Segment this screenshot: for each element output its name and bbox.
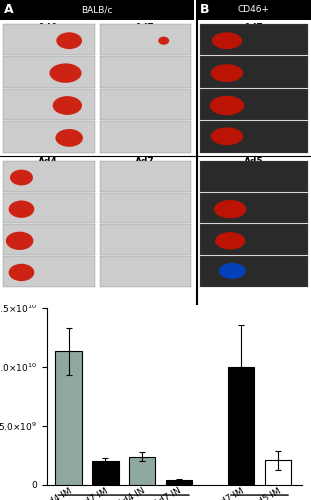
- Ellipse shape: [53, 96, 82, 115]
- Bar: [100, 56, 191, 88]
- Bar: [100, 192, 191, 224]
- Bar: [100, 121, 191, 152]
- Ellipse shape: [6, 232, 33, 250]
- Bar: [197, 0, 311, 20]
- Ellipse shape: [211, 128, 243, 145]
- Bar: [100, 256, 191, 286]
- Bar: [100, 24, 191, 56]
- Text: B: B: [200, 4, 209, 16]
- Ellipse shape: [9, 264, 34, 281]
- Bar: [3, 192, 95, 224]
- Bar: [200, 224, 308, 255]
- Bar: [3, 121, 95, 152]
- Ellipse shape: [55, 129, 83, 147]
- Ellipse shape: [158, 36, 169, 44]
- Text: Ad4: Ad4: [38, 157, 58, 166]
- Bar: [228, 366, 254, 485]
- Ellipse shape: [214, 200, 246, 218]
- Text: CD46+: CD46+: [238, 6, 269, 15]
- Bar: [3, 88, 95, 120]
- Ellipse shape: [49, 64, 81, 83]
- Bar: [3, 24, 95, 56]
- Bar: [100, 161, 191, 192]
- Bar: [200, 192, 308, 224]
- Ellipse shape: [219, 263, 246, 279]
- Bar: [100, 224, 191, 255]
- Text: A: A: [4, 4, 14, 16]
- Text: Ad7: Ad7: [244, 23, 263, 32]
- Bar: [165, 480, 192, 485]
- Bar: [55, 352, 82, 485]
- Text: Ad7: Ad7: [135, 157, 155, 166]
- Bar: [200, 88, 308, 120]
- Text: BALB/c: BALB/c: [81, 6, 112, 15]
- Bar: [200, 256, 308, 286]
- Text: Ad7: Ad7: [135, 23, 155, 32]
- Text: In Vivo Luciferase Expression: In Vivo Luciferase Expression: [93, 272, 276, 284]
- Bar: [100, 88, 191, 120]
- Text: Ad5: Ad5: [244, 157, 263, 166]
- Bar: [200, 161, 308, 192]
- Bar: [200, 24, 308, 56]
- Bar: [92, 462, 118, 485]
- Ellipse shape: [215, 232, 245, 250]
- Ellipse shape: [10, 170, 33, 186]
- Ellipse shape: [56, 32, 82, 49]
- Bar: [129, 456, 155, 485]
- Text: Ad4: Ad4: [38, 23, 58, 32]
- Bar: [265, 460, 291, 485]
- Text: C: C: [11, 281, 22, 296]
- Bar: [200, 56, 308, 88]
- Ellipse shape: [210, 96, 244, 115]
- Ellipse shape: [212, 32, 242, 49]
- Bar: [200, 121, 308, 152]
- Bar: [3, 161, 95, 192]
- Bar: [3, 56, 95, 88]
- Bar: [3, 256, 95, 286]
- Ellipse shape: [211, 64, 243, 82]
- Bar: [0, 0, 194, 20]
- Bar: [3, 224, 95, 255]
- Ellipse shape: [9, 200, 34, 218]
